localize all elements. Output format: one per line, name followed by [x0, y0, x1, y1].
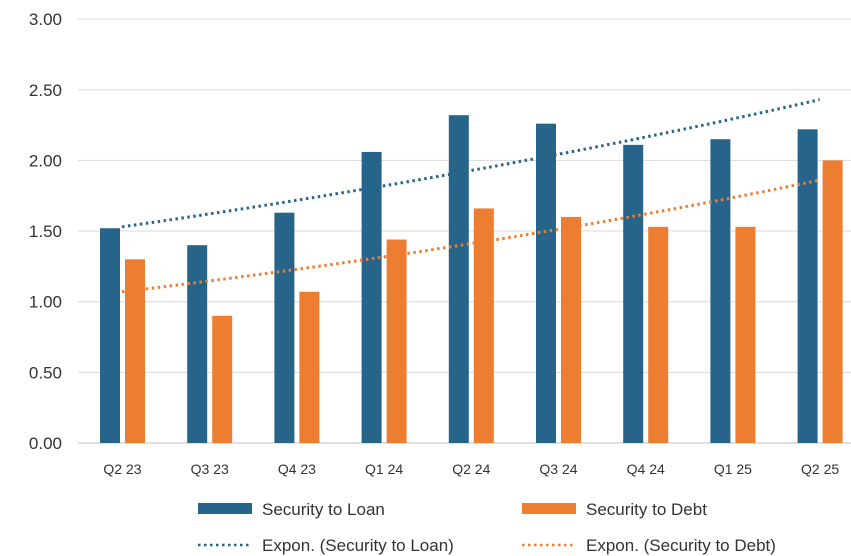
bar-security-to-debt — [473, 208, 494, 443]
x-tick-label: Q4 23 — [278, 461, 316, 477]
bar-security-to-loan — [274, 212, 295, 443]
bar-security-to-loan — [100, 228, 120, 443]
legend-label: Expon. (Security to Debt) — [586, 536, 776, 555]
x-tick-label: Q1 25 — [714, 461, 752, 477]
legend-label: Expon. (Security to Loan) — [262, 536, 454, 555]
x-tick-label: Q3 23 — [191, 461, 229, 477]
bar-security-to-loan — [710, 139, 731, 443]
bar-security-to-loan — [797, 129, 818, 443]
trendline-security-to-debt — [121, 178, 820, 294]
bar-security-to-debt — [299, 291, 320, 443]
y-tick-label: 3.00 — [29, 10, 62, 29]
bars — [100, 115, 843, 444]
x-tick-label: Q3 24 — [539, 461, 577, 477]
bar-security-to-loan — [187, 245, 208, 443]
legend-label: Security to Loan — [262, 500, 385, 519]
legend-swatch — [522, 503, 576, 514]
y-tick-label: 2.00 — [29, 151, 62, 170]
x-tick-label: Q2 24 — [452, 461, 490, 477]
x-tick-label: Q2 23 — [103, 461, 141, 477]
x-tick-label: Q4 24 — [627, 461, 665, 477]
x-tick-label: Q1 24 — [365, 461, 403, 477]
bar-security-to-debt — [822, 160, 843, 443]
bar-security-to-debt — [212, 315, 233, 443]
bar-security-to-debt — [561, 216, 581, 443]
y-axis-ticks: 0.00 0.50 1.00 1.50 2.00 2.50 3.00 — [29, 10, 62, 453]
trendline-security-to-loan — [121, 98, 820, 229]
x-tick-label: Q2 25 — [801, 461, 839, 477]
y-tick-label: 1.00 — [29, 293, 62, 312]
y-tick-label: 2.50 — [29, 81, 62, 100]
bar-security-to-debt — [386, 239, 407, 443]
bar-security-to-loan — [536, 123, 556, 444]
bar-security-to-loan — [448, 115, 469, 444]
bar-security-to-debt — [648, 226, 669, 443]
y-tick-label: 0.00 — [29, 434, 62, 453]
legend: Security to Loan Security to Debt Expon. (… — [198, 500, 776, 555]
y-tick-label: 1.50 — [29, 222, 62, 241]
legend-swatch — [198, 503, 252, 514]
bar-security-to-debt — [125, 259, 145, 443]
legend-label: Security to Debt — [586, 500, 707, 519]
bar-security-to-debt — [735, 226, 756, 443]
y-tick-label: 0.50 — [29, 363, 62, 382]
trendlines — [121, 98, 820, 294]
bar-security-to-loan — [361, 151, 382, 443]
x-axis-ticks: Q2 23 Q3 23 Q4 23 Q1 24 Q2 24 Q3 24 Q4 24 Q1 25… — [103, 461, 839, 477]
bar-security-to-loan — [623, 144, 644, 443]
